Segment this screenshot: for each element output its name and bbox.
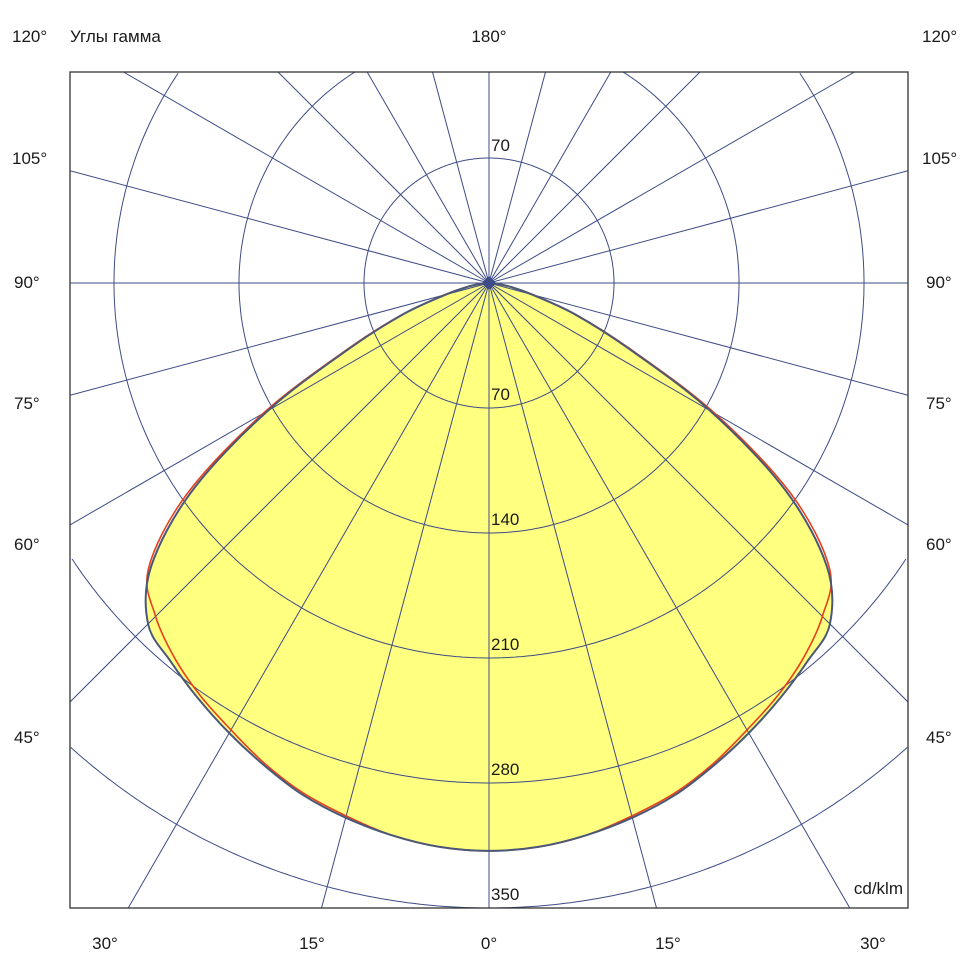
grid-spoke — [70, 282, 490, 526]
angle-label-bottom: 0° — [481, 934, 497, 953]
grid-spoke — [321, 282, 490, 908]
angle-label-left: 45° — [14, 728, 40, 747]
angle-label-left: 105° — [12, 149, 47, 168]
radial-tick-labels: 70 140 210 280 350 — [491, 385, 519, 904]
radial-tick-label: 210 — [491, 635, 519, 654]
grid-spoke — [488, 72, 855, 284]
intensity-curves — [144, 281, 834, 852]
angle-label-bottom: 30° — [860, 934, 886, 953]
angle-label-top-right: 120° — [922, 27, 957, 46]
grid-spoke — [488, 282, 851, 908]
grid-spoke — [127, 282, 490, 908]
angle-label-right: 75° — [926, 394, 952, 413]
center-marker — [482, 276, 496, 290]
radial-tick-label: 350 — [491, 885, 519, 904]
angle-label-left: 75° — [14, 394, 40, 413]
grid-spoke — [488, 282, 908, 526]
grid-spoke — [488, 72, 612, 284]
grid-spoke — [277, 72, 490, 284]
angle-label-right: 90° — [926, 273, 952, 292]
grid-spoke — [488, 282, 908, 703]
angle-label-right: 60° — [926, 535, 952, 554]
angle-label-bottom: 15° — [655, 934, 681, 953]
grid-spoke — [488, 282, 657, 908]
grid-spoke — [70, 282, 490, 703]
angle-label-bottom: 15° — [299, 934, 325, 953]
grid-spoke — [366, 72, 490, 284]
grid-spoke — [488, 72, 701, 284]
angle-label-left: 90° — [14, 273, 40, 292]
grid-spoke — [123, 72, 490, 284]
intensity-curve — [144, 281, 834, 852]
grid-spoke — [488, 170, 908, 284]
radial-tick-label-upper: 70 — [491, 136, 510, 155]
polar-grid — [70, 72, 908, 908]
grid-spoke — [70, 282, 490, 396]
radial-tick-label: 70 — [491, 385, 510, 404]
angle-label-right: 45° — [926, 728, 952, 747]
radial-tick-label: 140 — [491, 510, 519, 529]
radial-tick-label: 280 — [491, 760, 519, 779]
angle-label-top-center: 180° — [471, 27, 506, 46]
angle-label-right: 105° — [922, 149, 957, 168]
grid-circle — [238, 72, 740, 534]
grid-spoke — [488, 282, 908, 396]
chart-title: Углы гамма — [70, 27, 161, 46]
plot-frame — [69, 71, 909, 909]
angle-label-left: 60° — [14, 535, 40, 554]
angle-label-top-left: 120° — [12, 27, 47, 46]
grid-spoke — [488, 72, 546, 284]
unit-label: cd/klm — [854, 879, 903, 898]
grid-spoke — [432, 72, 490, 284]
angle-label-bottom: 30° — [92, 934, 118, 953]
grid-circle — [70, 747, 908, 908]
grid-spoke — [70, 170, 490, 284]
